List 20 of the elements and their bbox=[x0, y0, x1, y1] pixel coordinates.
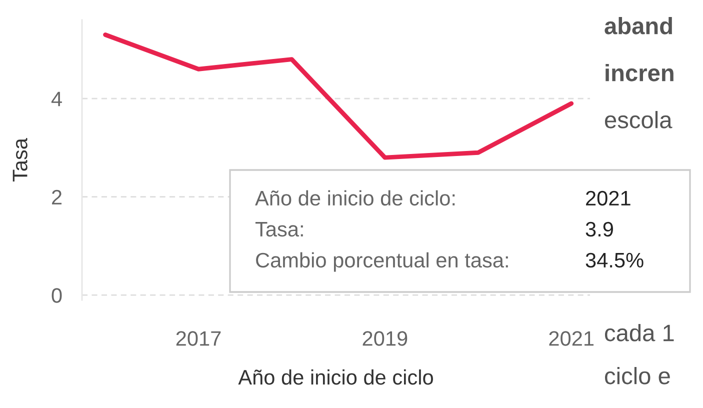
x-tick-label: 2019 bbox=[362, 331, 408, 346]
annotation: 34.5% bbox=[586, 252, 644, 268]
text: aband bbox=[604, 16, 672, 34]
text: cada 1 bbox=[605, 324, 674, 342]
annotation: Cambio porcentual en tasa: bbox=[256, 252, 508, 272]
text: incren bbox=[606, 64, 674, 82]
annotation: Tasa: bbox=[255, 222, 303, 237]
x-tick-label: 2021 bbox=[549, 331, 594, 346]
text: escola bbox=[605, 110, 672, 128]
annotation: 3.9 bbox=[586, 222, 613, 237]
line-series bbox=[103, 32, 574, 160]
y-tick-label: 4 bbox=[51, 92, 62, 106]
text: ciclo e bbox=[605, 366, 670, 384]
y-tick-label: 0 bbox=[52, 288, 62, 303]
annotation: Año de inicio de ciclo: bbox=[255, 190, 455, 206]
y-tick-label: 2 bbox=[52, 190, 62, 204]
annotation: 2021 bbox=[586, 190, 630, 206]
y-axis-title: Tasa bbox=[12, 138, 28, 182]
x-tick-label: 2017 bbox=[176, 331, 221, 346]
x-axis-title: Año de inicio de ciclo bbox=[238, 369, 433, 385]
